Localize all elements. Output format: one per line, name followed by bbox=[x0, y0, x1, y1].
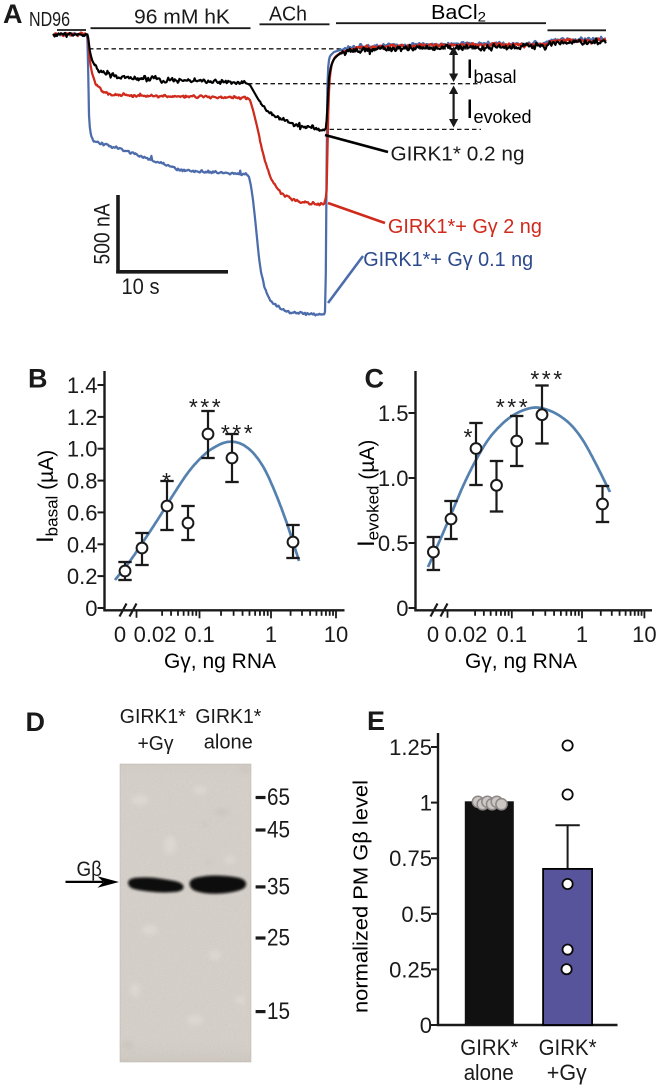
svg-text:+Gγ: +Gγ bbox=[547, 1060, 587, 1085]
svg-text:0: 0 bbox=[427, 622, 439, 647]
svg-text:0.2: 0.2 bbox=[67, 564, 98, 589]
svg-text:1.0: 1.0 bbox=[378, 466, 409, 491]
svg-text:***: *** bbox=[530, 366, 564, 392]
svg-text:1.0: 1.0 bbox=[67, 437, 98, 462]
svg-text:0.25: 0.25 bbox=[389, 957, 432, 982]
svg-text:500 nA: 500 nA bbox=[90, 204, 115, 265]
svg-text:0.75: 0.75 bbox=[389, 846, 432, 871]
svg-text:D: D bbox=[26, 707, 46, 737]
svg-text:GIRK*: GIRK* bbox=[539, 1035, 597, 1060]
svg-text:alone: alone bbox=[464, 1060, 514, 1085]
svg-text:Gβ: Gβ bbox=[77, 858, 103, 881]
svg-text:*: * bbox=[464, 424, 473, 450]
svg-text:10: 10 bbox=[632, 622, 656, 647]
svg-text:0.6: 0.6 bbox=[67, 500, 98, 525]
svg-text:65: 65 bbox=[267, 784, 290, 811]
svg-text:+Gγ: +Gγ bbox=[138, 733, 174, 755]
svg-text:1.2: 1.2 bbox=[67, 405, 98, 430]
svg-text:0: 0 bbox=[85, 596, 97, 621]
svg-text:1.4: 1.4 bbox=[67, 373, 98, 398]
svg-text:0.02: 0.02 bbox=[134, 622, 177, 647]
svg-text:0: 0 bbox=[114, 622, 126, 647]
svg-text:0.5: 0.5 bbox=[401, 902, 432, 927]
svg-text:ND96: ND96 bbox=[29, 9, 70, 31]
svg-text:normalized PM Gβ level: normalized PM Gβ level bbox=[350, 780, 373, 1013]
svg-text:B: B bbox=[28, 364, 48, 394]
svg-text:***: *** bbox=[221, 420, 255, 446]
svg-text:***: *** bbox=[189, 394, 223, 420]
svg-text:1.5: 1.5 bbox=[378, 401, 409, 426]
svg-text:0.4: 0.4 bbox=[67, 532, 98, 557]
svg-text:GIRK1*+ Gγ 2 ng: GIRK1*+ Gγ 2 ng bbox=[388, 216, 542, 238]
svg-text:0: 0 bbox=[420, 1013, 432, 1038]
svg-text:A: A bbox=[3, 0, 23, 29]
svg-text:0.1: 0.1 bbox=[184, 622, 215, 647]
svg-text:Gγ, ng RNA: Gγ, ng RNA bbox=[164, 650, 276, 673]
svg-text:1: 1 bbox=[265, 622, 277, 647]
svg-text:alone: alone bbox=[204, 732, 253, 754]
svg-text:C: C bbox=[365, 364, 385, 394]
svg-text:0.1: 0.1 bbox=[497, 622, 528, 647]
svg-text:1: 1 bbox=[420, 791, 432, 816]
svg-text:1: 1 bbox=[576, 622, 588, 647]
svg-text:E: E bbox=[367, 706, 385, 736]
svg-text:0.02: 0.02 bbox=[445, 622, 488, 647]
svg-text:45: 45 bbox=[267, 817, 290, 844]
svg-text:ACh: ACh bbox=[269, 4, 307, 26]
svg-text:Gγ, ng RNA: Gγ, ng RNA bbox=[465, 650, 577, 673]
svg-text:25: 25 bbox=[267, 925, 290, 952]
svg-text:15: 15 bbox=[267, 998, 290, 1025]
svg-text:GIRK1*+ Gγ 0.1 ng: GIRK1*+ Gγ 0.1 ng bbox=[363, 249, 533, 271]
svg-text:1.25: 1.25 bbox=[389, 735, 432, 760]
svg-text:GIRK1*: GIRK1* bbox=[120, 706, 186, 728]
svg-text:*: * bbox=[162, 468, 171, 494]
svg-text:10 s: 10 s bbox=[122, 274, 160, 299]
svg-text:GIRK1*: GIRK1* bbox=[195, 706, 261, 728]
svg-text:96 mM hK: 96 mM hK bbox=[134, 7, 231, 29]
svg-text:0: 0 bbox=[396, 596, 408, 621]
svg-text:0.5: 0.5 bbox=[378, 531, 409, 556]
svg-text:***: *** bbox=[496, 394, 530, 420]
svg-text:GIRK*: GIRK* bbox=[460, 1035, 518, 1060]
svg-text:35: 35 bbox=[267, 874, 290, 901]
svg-text:0.8: 0.8 bbox=[67, 469, 98, 494]
svg-text:10: 10 bbox=[324, 622, 348, 647]
svg-text:GIRK1* 0.2 ng: GIRK1* 0.2 ng bbox=[391, 144, 525, 166]
